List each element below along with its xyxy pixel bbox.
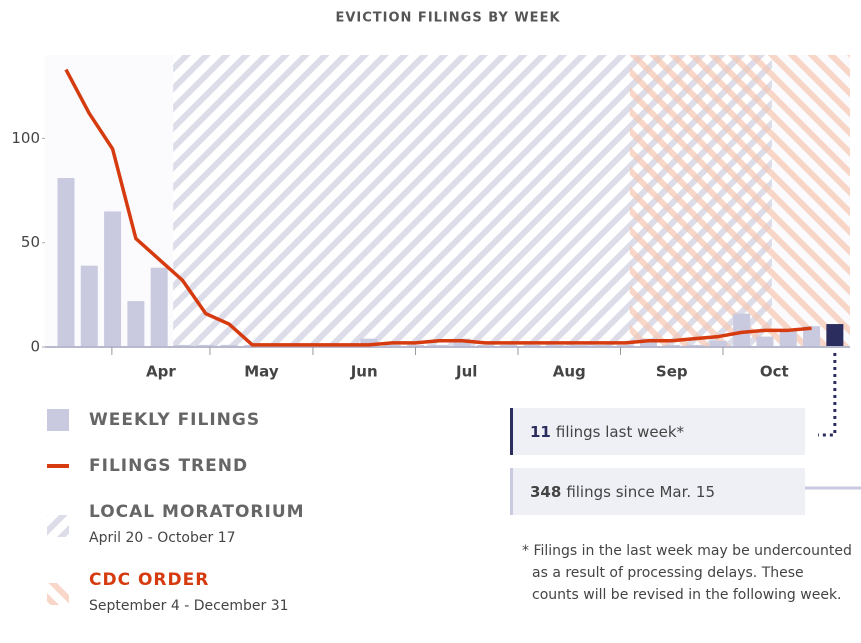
bar [80, 265, 98, 347]
bar [756, 336, 774, 347]
x-tick-label: Oct [760, 363, 789, 381]
legend-label: WEEKLY FILINGS [89, 410, 260, 430]
footnote: * Filings in the last week may be underc… [522, 543, 852, 603]
bar [639, 338, 657, 347]
x-tick-label: Apr [146, 363, 176, 381]
legend-sub: April 20 - October 17 [89, 530, 236, 546]
bar [570, 344, 588, 347]
bar [616, 344, 634, 347]
legend-sub: September 4 - December 31 [89, 598, 289, 614]
bar [593, 344, 611, 347]
bar [430, 344, 448, 347]
legend-label: LOCAL MORATORIUM [89, 502, 305, 522]
x-tick-label: May [244, 363, 279, 381]
bar [500, 344, 518, 347]
callout-box [510, 408, 805, 455]
bar [406, 344, 424, 347]
bar [57, 178, 75, 347]
callout-label: filings since Mar. 15 [566, 483, 715, 501]
bar [104, 211, 122, 347]
chart-title: EVICTION FILINGS BY WEEK [335, 11, 560, 26]
x-tick-label: Jul [455, 363, 477, 381]
x-tick-label: Sep [656, 363, 688, 381]
trend-line [64, 68, 812, 347]
legend-label: FILINGS TREND [89, 456, 248, 476]
bar [383, 344, 401, 347]
bar [546, 344, 564, 347]
callout-box [510, 468, 805, 515]
legend-swatch [47, 583, 69, 605]
callout-border [510, 408, 513, 455]
bar [220, 344, 238, 347]
callout-value: 348 [530, 483, 561, 501]
bar [779, 330, 797, 347]
x-tick-label: Aug [553, 363, 586, 381]
legend-label: CDC ORDER [89, 570, 209, 590]
callout-text: 11 filings last week* [530, 423, 685, 441]
bar [523, 344, 541, 347]
bar [803, 326, 821, 347]
bar [197, 344, 215, 347]
bar [173, 344, 191, 347]
bar [826, 324, 844, 347]
y-tick-label: 100 [11, 129, 40, 147]
bar [709, 340, 727, 347]
y-tick-label: 50 [21, 233, 40, 251]
callout-border [510, 468, 513, 515]
bar [733, 313, 751, 347]
callout-value: 11 [530, 423, 551, 441]
bar [453, 338, 471, 347]
region [629, 55, 850, 347]
bar [360, 338, 378, 347]
bar [127, 301, 145, 347]
callout-text: 348 filings since Mar. 15 [530, 483, 715, 501]
legend-swatch [47, 515, 69, 537]
y-tick-label: 0 [30, 338, 40, 356]
callout-label: filings last week* [556, 423, 685, 441]
pointer [818, 353, 837, 437]
bar [686, 344, 704, 347]
bar [150, 267, 168, 347]
legend-swatch [47, 464, 69, 468]
bar [663, 344, 681, 347]
bar [476, 344, 494, 347]
legend-swatch [47, 409, 69, 431]
x-tick-label: Jun [350, 363, 378, 381]
